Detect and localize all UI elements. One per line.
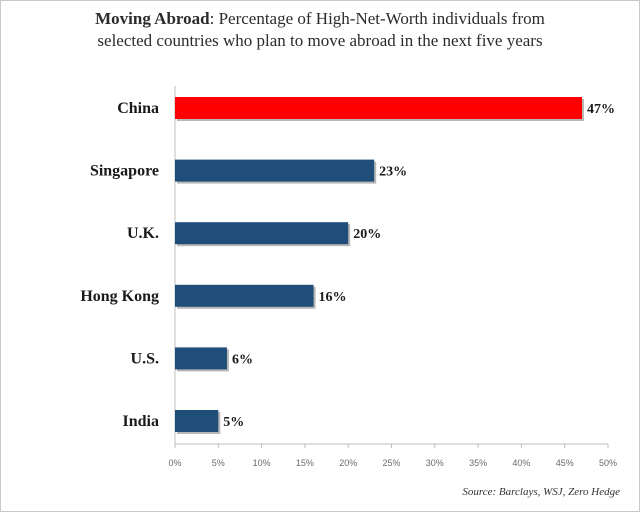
source-note: Source: Barclays, WSJ, Zero Hedge	[462, 486, 620, 498]
x-tick-label: 20%	[339, 458, 357, 468]
x-tick-label: 25%	[382, 458, 400, 468]
title-first-line-rest: : Percentage of High-Net-Worth individua…	[209, 9, 545, 28]
x-tick-label: 50%	[599, 458, 617, 468]
value-label: 23%	[379, 165, 407, 180]
value-label: 16%	[319, 290, 347, 305]
value-label: 20%	[353, 227, 381, 242]
x-tick-label: 40%	[512, 458, 530, 468]
bar	[175, 97, 583, 119]
value-label: 5%	[223, 415, 244, 430]
x-tick-label: 5%	[212, 458, 225, 468]
x-tick-label: 45%	[556, 458, 574, 468]
title-bold-part: Moving Abroad	[95, 9, 210, 28]
bar	[175, 222, 349, 245]
category-label: Singapore	[90, 163, 159, 180]
bar	[175, 410, 219, 432]
title-second-line: selected countries who plan to move abro…	[97, 31, 543, 50]
category-label: India	[123, 413, 159, 430]
category-label: U.K.	[127, 225, 159, 242]
category-label: Hong Kong	[80, 288, 159, 305]
x-tick-label: 0%	[168, 458, 181, 468]
bar	[175, 284, 314, 307]
chart-title: Moving Abroad: Percentage of High-Net-Wo…	[0, 8, 640, 52]
x-tick-label: 30%	[426, 458, 444, 468]
x-tick-label: 10%	[253, 458, 271, 468]
value-label: 6%	[232, 352, 253, 367]
bar	[175, 347, 227, 370]
category-label: China	[117, 100, 159, 117]
category-label: U.S.	[131, 350, 159, 367]
x-tick-label: 15%	[296, 458, 314, 468]
x-tick-label: 35%	[469, 458, 487, 468]
value-label: 47%	[587, 102, 615, 117]
bar	[175, 159, 375, 182]
